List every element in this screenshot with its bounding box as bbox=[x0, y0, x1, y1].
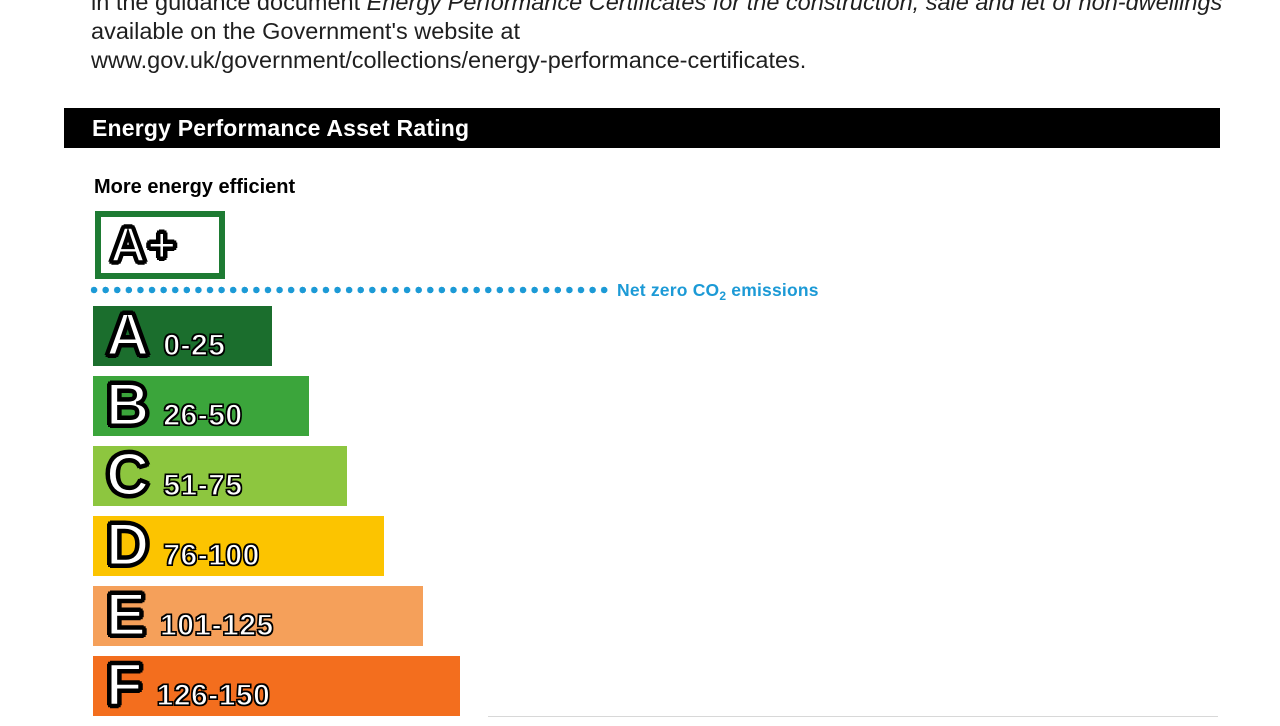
band-range: 51-75 bbox=[163, 468, 243, 502]
intro-line2-italic-title: of non-dwellings bbox=[1052, 0, 1223, 15]
co2-subscript: 2 bbox=[719, 289, 727, 303]
rating-band-e: E 101-125 bbox=[93, 581, 423, 648]
band-letter: D bbox=[104, 511, 150, 578]
rating-band-d: D 76-100 bbox=[93, 511, 384, 578]
band-letter: F bbox=[105, 651, 145, 718]
net-zero-label: Net zero CO2 emissions bbox=[617, 280, 819, 303]
band-letter: B bbox=[104, 371, 150, 438]
band-range: 126-150 bbox=[156, 678, 271, 712]
net-zero-dotted-line bbox=[90, 286, 610, 294]
intro-paragraph: in the guidance document Energy Performa… bbox=[91, 0, 1231, 75]
rating-band-c: C 51-75 bbox=[93, 441, 347, 508]
band-letter-a-plus: A+ bbox=[108, 217, 178, 273]
rating-band-a: A 0-25 bbox=[93, 301, 272, 368]
band-range: 76-100 bbox=[163, 538, 260, 572]
intro-line2-regular: available on the Government's website at bbox=[91, 18, 521, 44]
rating-band-b: B 26-50 bbox=[93, 371, 309, 438]
rating-bands: A 0-25 B 26-50 C 51-75 D 76-100 E 101-12… bbox=[93, 301, 460, 726]
band-letter: A bbox=[104, 301, 150, 368]
rating-band-a-plus: A+ bbox=[95, 211, 225, 279]
section-header-bar: Energy Performance Asset Rating bbox=[64, 108, 1220, 148]
band-range: 101-125 bbox=[159, 608, 274, 642]
rating-band-f: F 126-150 bbox=[93, 651, 460, 718]
more-energy-efficient-label: More energy efficient bbox=[94, 176, 296, 198]
band-letter: C bbox=[104, 441, 150, 508]
gov-url-text: www.gov.uk/government/collections/energy… bbox=[91, 47, 807, 73]
band-range: 26-50 bbox=[163, 398, 243, 432]
intro-line1-regular: in the guidance document bbox=[91, 0, 367, 15]
band-letter: E bbox=[104, 581, 147, 648]
band-range: 0-25 bbox=[163, 328, 226, 362]
section-header-title: Energy Performance Asset Rating bbox=[92, 114, 470, 141]
intro-line1-italic-title: Energy Performance Certificates for the … bbox=[366, 0, 1046, 15]
bottom-divider bbox=[488, 716, 1218, 717]
